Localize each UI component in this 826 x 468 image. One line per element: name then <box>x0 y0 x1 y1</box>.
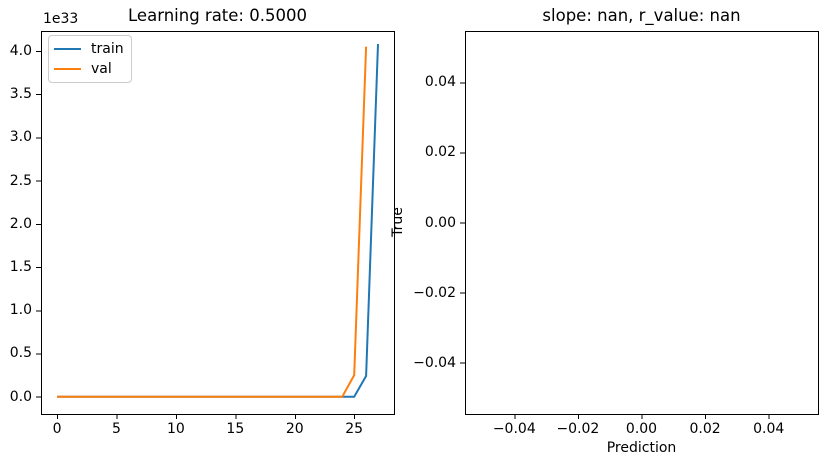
left-plot-x-tick-label: 15 <box>226 421 245 437</box>
right-plot-frame <box>465 31 819 415</box>
right-plot-x-tick-label: 0.00 <box>625 421 658 437</box>
right-plot-x-tick-label: 0.02 <box>689 421 721 437</box>
left-plot-y-tick-label: 2.0 <box>9 215 32 232</box>
left-plot-y-tick-label: 0.0 <box>9 388 32 405</box>
left-plot-y-tick-label: 1.5 <box>9 259 32 276</box>
left-plot-x-tick-label: 25 <box>345 421 364 437</box>
left-plot-y-tick-label: 0.5 <box>9 345 32 362</box>
y-axis-scale-offset-label: 1e33 <box>43 11 79 27</box>
left-plot-frame <box>41 31 395 415</box>
legend-item-train: train <box>54 41 126 58</box>
right-plot-x-tick-label: 0.04 <box>753 421 785 437</box>
val-line-swatch <box>54 68 81 70</box>
left-plot-x-tick-label: 0 <box>52 421 62 437</box>
left-plot-y-tick-label: 4.0 <box>9 42 32 59</box>
left-plot-y-tick-label: 3.0 <box>9 129 32 146</box>
legend-item-val: val <box>54 61 126 78</box>
legend-label-train: train <box>91 40 124 57</box>
right-plot-y-tick-label: −0.04 <box>413 354 456 371</box>
train-line-swatch <box>54 48 81 50</box>
right-plot-x-tick-label: −0.02 <box>556 421 600 437</box>
left-plot-y-tick-label: 2.5 <box>9 172 32 189</box>
right-plot-y-tick-label: 0.02 <box>424 144 456 161</box>
left-plot-x-tick-label: 20 <box>285 421 304 437</box>
prediction-axis-label: Prediction <box>606 440 677 456</box>
left-plot-x-tick-label: 10 <box>166 421 185 437</box>
right-plot-y-tick-label: 0.04 <box>424 74 456 91</box>
train-line <box>57 43 379 398</box>
left-plot-title: Learning rate: 0.5000 <box>128 6 307 25</box>
right-plot-y-tick-label: −0.02 <box>413 284 456 301</box>
left-plot-y-tick-label: 1.0 <box>9 302 32 319</box>
right-plot-y-tick-label: 0.00 <box>424 214 456 231</box>
legend-label-val: val <box>91 60 112 77</box>
legend: train val <box>48 35 132 83</box>
left-plot-y-tick-label: 3.5 <box>9 86 32 103</box>
right-plot-x-tick-label: −0.04 <box>492 421 536 437</box>
left-plot-x-tick-label: 5 <box>112 421 121 437</box>
val-line <box>57 46 368 398</box>
right-plot-title: slope: nan, r_value: nan <box>542 6 741 25</box>
